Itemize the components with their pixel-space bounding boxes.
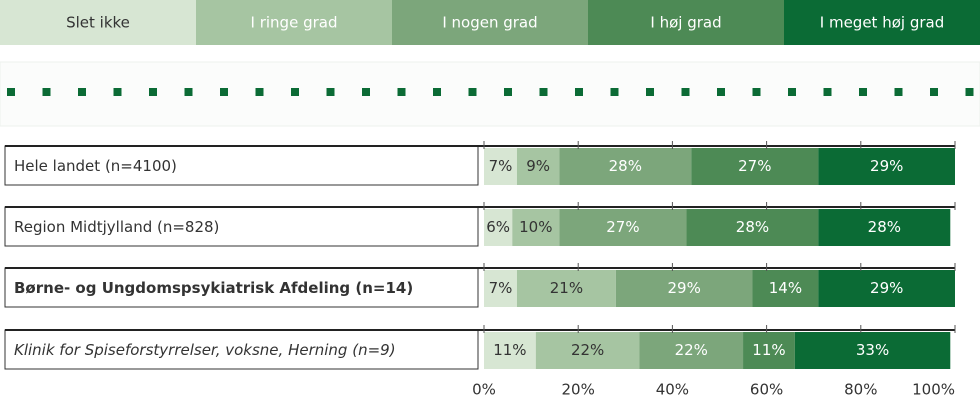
value-label: 6% (486, 218, 510, 236)
legend-label: I høj grad (650, 14, 721, 32)
dots-panel (0, 61, 980, 127)
legend-label: I nogen grad (442, 14, 537, 32)
legend-swatch (196, 0, 392, 45)
row-label-box (4, 145, 479, 186)
value-label: 29% (870, 279, 903, 297)
value-label: 29% (870, 157, 903, 175)
value-label: 27% (606, 218, 639, 236)
bar-segment (535, 332, 640, 369)
legend-swatch (588, 0, 784, 45)
bar-segment (559, 209, 687, 246)
x-tick-label: 0% (472, 381, 496, 399)
value-label: 28% (609, 157, 642, 175)
row-label-box (4, 329, 479, 370)
value-label: 10% (519, 218, 552, 236)
bar-segment (559, 148, 692, 185)
value-label: 29% (668, 279, 701, 297)
bar-segment (516, 148, 560, 185)
legend-label: I ringe grad (251, 14, 338, 32)
value-label: 11% (493, 341, 526, 359)
category-label: Region Midtjylland (n=828) (14, 218, 219, 236)
value-label: 7% (489, 279, 513, 297)
value-label: 33% (856, 341, 889, 359)
bar-segment (743, 332, 795, 369)
legend-label: Slet ikke (66, 14, 130, 32)
category-label: Børne- og Ungdomspsykiatrisk Afdeling (n… (14, 279, 413, 297)
bar-segment (484, 270, 517, 307)
row-label-box (4, 206, 479, 247)
bar-segment (686, 209, 819, 246)
bar-segment (484, 332, 536, 369)
value-label: 11% (752, 341, 785, 359)
bar-segment (818, 270, 955, 307)
x-tick-label: 60% (750, 381, 783, 399)
bar-segment (752, 270, 819, 307)
legend-swatch (784, 0, 980, 45)
bar-segment (818, 148, 955, 185)
value-label: 22% (675, 341, 708, 359)
bar-segment (516, 270, 616, 307)
legend-label: I meget høj grad (820, 14, 944, 32)
bar-segment (691, 148, 819, 185)
bar-segment (512, 209, 560, 246)
x-tick-label: 40% (656, 381, 689, 399)
bar-segment (484, 209, 513, 246)
category-label: Klinik for Spiseforstyrrelser, voksne, H… (14, 341, 396, 359)
value-label: 9% (526, 157, 550, 175)
bar-segment (615, 270, 753, 307)
legend-swatch (392, 0, 588, 45)
bar-segment (484, 148, 517, 185)
bar-segment (794, 332, 951, 369)
x-tick-label: 20% (562, 381, 595, 399)
x-tick-label: 80% (844, 381, 877, 399)
bar-segment (639, 332, 744, 369)
value-label: 21% (550, 279, 583, 297)
row-label-box (4, 267, 479, 308)
x-tick-label: 100% (912, 381, 955, 399)
value-label: 28% (868, 218, 901, 236)
value-label: 22% (571, 341, 604, 359)
legend-swatch (0, 0, 196, 45)
value-label: 27% (738, 157, 771, 175)
value-label: 7% (489, 157, 513, 175)
value-label: 28% (736, 218, 769, 236)
category-label: Hele landet (n=4100) (14, 157, 177, 175)
bar-segment (818, 209, 951, 246)
value-label: 14% (769, 279, 802, 297)
